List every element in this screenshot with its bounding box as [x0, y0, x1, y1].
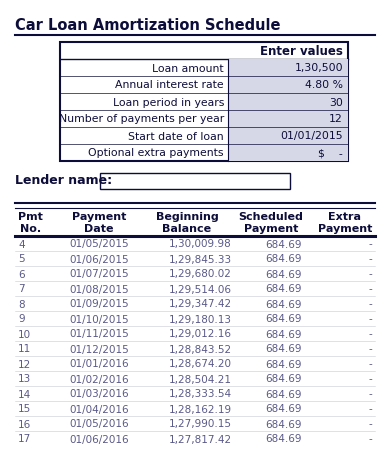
- Text: 01/06/2015: 01/06/2015: [69, 255, 129, 265]
- Text: 684.69: 684.69: [266, 285, 302, 294]
- Text: 684.69: 684.69: [266, 344, 302, 354]
- Bar: [228, 93, 348, 110]
- Text: 01/02/2016: 01/02/2016: [69, 374, 129, 384]
- Text: 684.69: 684.69: [266, 360, 302, 370]
- Text: Pmt
No.: Pmt No.: [18, 212, 43, 234]
- Text: 684.69: 684.69: [266, 435, 302, 445]
- Text: Lender name:: Lender name:: [15, 174, 112, 188]
- Text: 684.69: 684.69: [266, 330, 302, 340]
- Text: 01/07/2015: 01/07/2015: [69, 269, 129, 279]
- Text: 17: 17: [18, 435, 31, 445]
- Text: 14: 14: [18, 390, 31, 399]
- Text: -: -: [368, 300, 372, 310]
- Text: 7: 7: [18, 285, 25, 294]
- Text: -: -: [368, 390, 372, 399]
- Text: 13: 13: [18, 374, 31, 384]
- Text: 01/08/2015: 01/08/2015: [69, 285, 129, 294]
- Text: -: -: [368, 435, 372, 445]
- Text: 01/05/2016: 01/05/2016: [69, 419, 129, 429]
- Text: Car Loan Amortization Schedule: Car Loan Amortization Schedule: [15, 18, 280, 33]
- Bar: [228, 76, 348, 93]
- Text: 01/06/2016: 01/06/2016: [69, 435, 129, 445]
- Text: 30: 30: [329, 97, 343, 107]
- Text: 15: 15: [18, 405, 31, 415]
- Text: 4: 4: [18, 239, 25, 249]
- Text: 01/01/2016: 01/01/2016: [69, 360, 129, 370]
- Text: -: -: [368, 419, 372, 429]
- Text: 5: 5: [18, 255, 25, 265]
- Text: 684.69: 684.69: [266, 390, 302, 399]
- Text: 1,27,817.42: 1,27,817.42: [169, 435, 232, 445]
- Text: 684.69: 684.69: [266, 405, 302, 415]
- Text: 01/04/2016: 01/04/2016: [69, 405, 129, 415]
- Text: 10: 10: [18, 330, 31, 340]
- Text: 1,28,674.20: 1,28,674.20: [169, 360, 232, 370]
- Text: 1,29,012.16: 1,29,012.16: [169, 330, 232, 340]
- Text: 1,27,990.15: 1,27,990.15: [169, 419, 232, 429]
- Text: -: -: [368, 255, 372, 265]
- Text: 01/11/2015: 01/11/2015: [69, 330, 129, 340]
- Text: -: -: [368, 344, 372, 354]
- Text: 1,28,333.54: 1,28,333.54: [169, 390, 232, 399]
- Bar: [60, 42, 348, 161]
- Text: 01/03/2016: 01/03/2016: [69, 390, 129, 399]
- Text: Beginning
Balance: Beginning Balance: [156, 212, 218, 234]
- Text: 684.69: 684.69: [266, 374, 302, 384]
- Text: -: -: [368, 314, 372, 324]
- Text: 684.69: 684.69: [266, 255, 302, 265]
- Text: Payment
Date: Payment Date: [72, 212, 126, 234]
- Text: 01/01/2015: 01/01/2015: [280, 132, 343, 142]
- Text: 1,30,500: 1,30,500: [294, 64, 343, 74]
- Text: Start date of loan: Start date of loan: [128, 132, 224, 142]
- Text: 6: 6: [18, 269, 25, 279]
- Text: Scheduled
Payment: Scheduled Payment: [239, 212, 303, 234]
- Text: Annual interest rate: Annual interest rate: [115, 80, 224, 91]
- Text: 11: 11: [18, 344, 31, 354]
- Bar: [228, 144, 348, 161]
- Text: -: -: [368, 405, 372, 415]
- Text: 684.69: 684.69: [266, 239, 302, 249]
- Text: 1,29,347.42: 1,29,347.42: [169, 300, 232, 310]
- Text: 16: 16: [18, 419, 31, 429]
- Text: -: -: [368, 330, 372, 340]
- Bar: [228, 127, 348, 144]
- Text: $    -: $ -: [318, 149, 343, 159]
- Text: 684.69: 684.69: [266, 269, 302, 279]
- Text: 01/09/2015: 01/09/2015: [69, 300, 129, 310]
- Text: -: -: [368, 360, 372, 370]
- Text: 12: 12: [329, 114, 343, 124]
- Text: Extra
Payment: Extra Payment: [317, 212, 372, 234]
- Text: Optional extra payments: Optional extra payments: [89, 149, 224, 159]
- Text: 01/12/2015: 01/12/2015: [69, 344, 129, 354]
- Bar: [100, 173, 290, 189]
- Text: -: -: [368, 269, 372, 279]
- Text: 1,28,843.52: 1,28,843.52: [169, 344, 232, 354]
- Text: 1,28,162.19: 1,28,162.19: [169, 405, 232, 415]
- Bar: [228, 59, 348, 76]
- Text: 4.80 %: 4.80 %: [305, 80, 343, 91]
- Text: 684.69: 684.69: [266, 300, 302, 310]
- Text: Enter values: Enter values: [260, 45, 343, 58]
- Text: -: -: [368, 285, 372, 294]
- Text: 1,29,845.33: 1,29,845.33: [169, 255, 232, 265]
- Text: Number of payments per year: Number of payments per year: [59, 114, 224, 124]
- Bar: [228, 110, 348, 127]
- Text: 684.69: 684.69: [266, 419, 302, 429]
- Text: -: -: [368, 374, 372, 384]
- Text: 01/05/2015: 01/05/2015: [69, 239, 129, 249]
- Text: 1,29,680.02: 1,29,680.02: [169, 269, 232, 279]
- Text: 12: 12: [18, 360, 31, 370]
- Text: 9: 9: [18, 314, 25, 324]
- Text: Loan amount: Loan amount: [152, 64, 224, 74]
- Text: -: -: [368, 239, 372, 249]
- Text: 1,30,009.98: 1,30,009.98: [169, 239, 232, 249]
- Text: 8: 8: [18, 300, 25, 310]
- Text: 684.69: 684.69: [266, 314, 302, 324]
- Text: 1,28,504.21: 1,28,504.21: [169, 374, 232, 384]
- Text: 1,29,514.06: 1,29,514.06: [169, 285, 232, 294]
- Text: Loan period in years: Loan period in years: [113, 97, 224, 107]
- Text: 01/10/2015: 01/10/2015: [69, 314, 129, 324]
- Text: 1,29,180.13: 1,29,180.13: [169, 314, 232, 324]
